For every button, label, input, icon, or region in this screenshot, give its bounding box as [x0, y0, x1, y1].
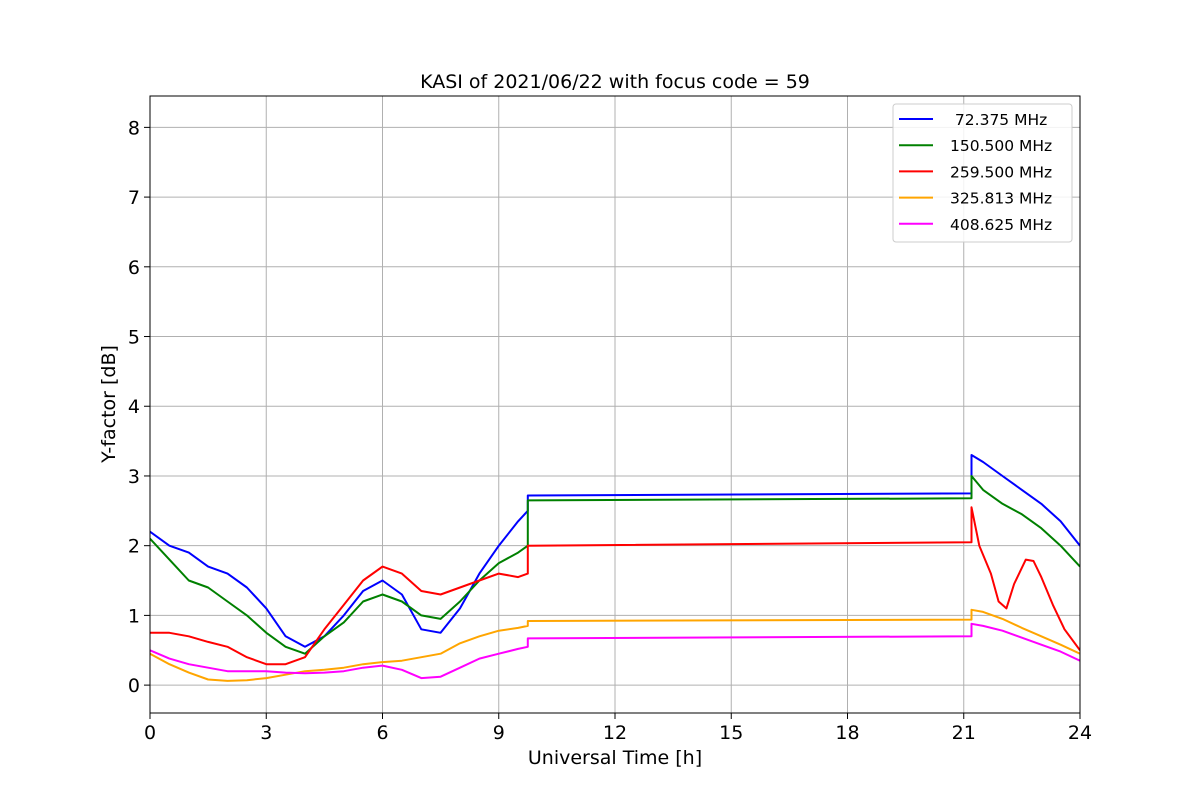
- chart-title: KASI of 2021/06/22 with focus code = 59: [420, 71, 810, 93]
- y-axis-label: Y-factor [dB]: [98, 345, 120, 464]
- y-tick-label: 1: [128, 605, 140, 627]
- x-tick-label: 15: [719, 722, 743, 744]
- legend-label-0: 72.375 MHz: [950, 111, 1047, 129]
- x-tick-label: 3: [260, 722, 272, 744]
- legend-label-2: 259.500 MHz: [950, 163, 1052, 181]
- tick-marks: [144, 126, 1081, 719]
- series-layer: [150, 454, 1080, 682]
- series-line-3: [150, 608, 1080, 682]
- series-line-0: [150, 454, 1080, 648]
- y-tick-label: 6: [128, 257, 140, 279]
- x-tick-label: 21: [952, 722, 976, 744]
- y-tick-label: 2: [128, 536, 140, 558]
- x-axis-label: Universal Time [h]: [528, 747, 702, 769]
- y-tick-label: 4: [128, 396, 140, 418]
- series-line-2: [150, 506, 1080, 666]
- legend-box: [892, 103, 1073, 243]
- y-tick-label: 0: [128, 675, 140, 697]
- x-tick-label: 9: [493, 722, 505, 744]
- legend-label-4: 408.625 MHz: [950, 216, 1052, 234]
- y-tick-label: 5: [128, 327, 140, 349]
- y-tick-label: 7: [128, 187, 140, 209]
- legend-label-3: 325.813 MHz: [950, 190, 1052, 208]
- series-line-1: [150, 475, 1080, 655]
- legend: 72.375 MHz 150.500 MHz 259.500 MHz 325.813 …: [892, 103, 1073, 243]
- y-tick-label: 8: [128, 117, 140, 139]
- x-tick-label: 18: [835, 722, 859, 744]
- x-tick-label: 12: [603, 722, 627, 744]
- x-tick-label: 6: [376, 722, 388, 744]
- series-line-4: [150, 622, 1080, 680]
- x-tick-label: 0: [144, 722, 156, 744]
- y-tick-label: 3: [128, 466, 140, 488]
- legend-label-1: 150.500 MHz: [950, 137, 1052, 155]
- x-tick-label: 24: [1068, 722, 1092, 744]
